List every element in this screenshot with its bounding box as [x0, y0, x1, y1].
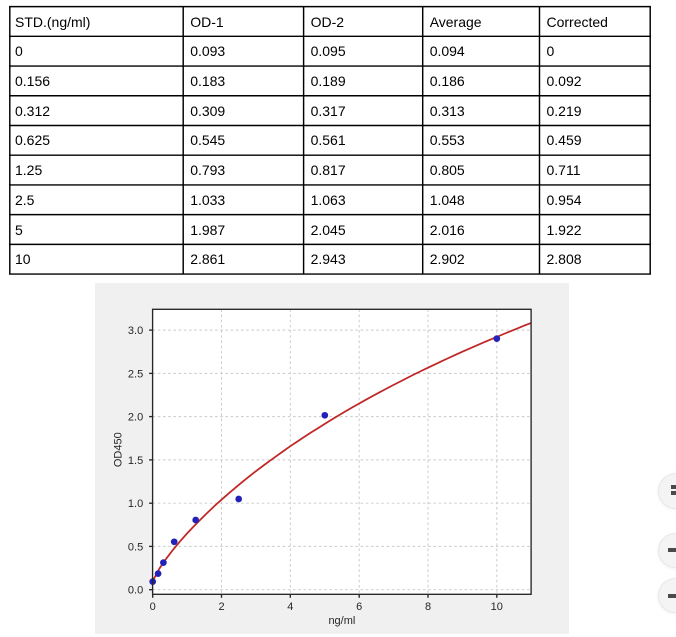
svg-text:1.0: 1.0: [128, 498, 143, 510]
svg-text:ng/ml: ng/ml: [328, 615, 355, 627]
svg-text:4: 4: [287, 601, 293, 613]
svg-text:1.5: 1.5: [128, 455, 143, 467]
svg-text:OD450: OD450: [113, 432, 125, 467]
svg-text:0: 0: [150, 601, 156, 613]
svg-text:6: 6: [356, 601, 362, 613]
svg-text:2.5: 2.5: [128, 368, 143, 380]
svg-text:10: 10: [491, 601, 503, 613]
svg-text:0.5: 0.5: [128, 541, 143, 553]
svg-text:8: 8: [425, 601, 431, 613]
svg-text:2.0: 2.0: [128, 412, 143, 424]
svg-text:3.0: 3.0: [128, 325, 143, 337]
svg-text:2: 2: [218, 601, 224, 613]
svg-text:0.0: 0.0: [128, 585, 143, 597]
